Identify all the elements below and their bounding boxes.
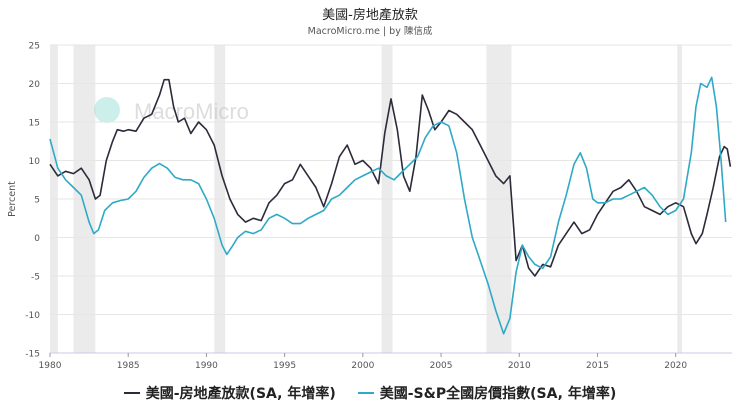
series-line-home-prices — [49, 76, 727, 335]
watermark-text: MacroMicro — [134, 99, 249, 124]
y-tick-label: -5 — [31, 273, 40, 283]
x-tick-label: 1980 — [39, 361, 62, 371]
y-tick-label: 25 — [29, 42, 40, 52]
y-axis-label: Percent — [7, 181, 18, 217]
x-tick-label: 1985 — [117, 361, 140, 371]
y-tick-label: 20 — [29, 80, 41, 90]
watermark: MacroMicro — [94, 97, 249, 124]
y-tick-label: -10 — [25, 311, 40, 321]
y-tick-label: 15 — [29, 119, 40, 129]
x-tick-label: 2015 — [586, 361, 609, 371]
x-tick-label: 2020 — [664, 361, 687, 371]
legend-swatch-loans — [123, 392, 140, 394]
watermark-logo-icon — [94, 97, 120, 123]
series-line-loans — [49, 78, 732, 277]
x-tick-label: 2000 — [351, 361, 374, 371]
chart-title: 美國-房地產放款 — [322, 8, 418, 23]
legend-label-loans: 美國-房地產放款(SA, 年增率) — [145, 386, 336, 402]
series-lines — [49, 76, 732, 335]
x-tick-label: 1990 — [195, 361, 218, 371]
legend-swatch-home-prices — [357, 392, 374, 394]
axes: -15 -10 -5 0 5 10 15 20 25 1980 1985 1990 1995 2000 20… — [25, 42, 732, 371]
legend-label-home-prices: 美國-S&P全國房價指數(SA, 年增率) — [379, 386, 617, 402]
legend: 美國-房地產放款(SA, 年增率) 美國-S&P全國房價指數(SA, 年增率) — [0, 383, 740, 403]
y-tick-label: 10 — [29, 157, 41, 167]
x-tick-label: 1995 — [273, 361, 296, 371]
x-tick-label: 2010 — [508, 361, 531, 371]
legend-item-home-prices[interactable]: 美國-S&P全國房價指數(SA, 年增率) — [357, 383, 617, 403]
y-tick-label: 5 — [34, 196, 40, 206]
y-tick-label: -15 — [25, 350, 40, 360]
y-tick-label: 0 — [34, 234, 40, 244]
legend-item-loans[interactable]: 美國-房地產放款(SA, 年增率) — [123, 383, 336, 403]
x-tick-label: 2005 — [430, 361, 453, 371]
chart-subtitle: MacroMicro.me | by 陳信成 — [307, 26, 433, 37]
